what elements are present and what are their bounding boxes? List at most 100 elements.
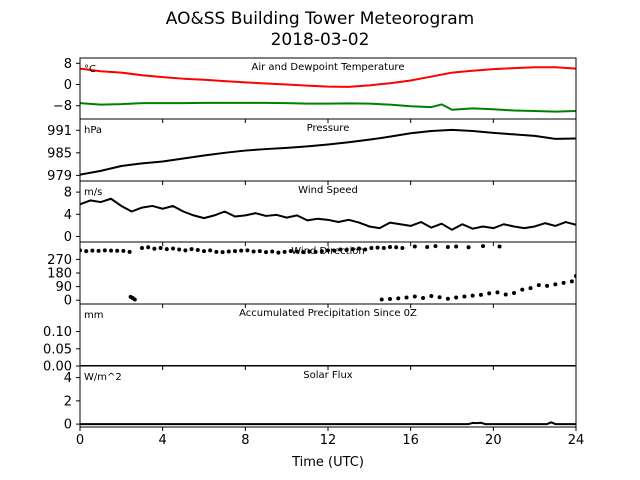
panel-2-unit-label: hPa xyxy=(84,125,102,136)
panel-3-y-tick-label: 0 xyxy=(64,230,72,245)
panel-4-point xyxy=(233,249,237,254)
panel-4-point xyxy=(332,248,337,253)
panel-4-point xyxy=(481,244,485,249)
panel-4-point xyxy=(350,247,355,252)
panel-4-point xyxy=(536,283,541,288)
panel-4-point xyxy=(396,296,401,301)
panel-6-title: Solar Flux xyxy=(303,370,353,381)
panel-4-point xyxy=(183,248,188,253)
panel-1-y-tick-label: −8 xyxy=(53,99,72,114)
panel-4-point xyxy=(115,248,120,253)
panel-4-point xyxy=(121,248,126,253)
panel-6-y-tick-label: 0 xyxy=(64,418,72,433)
panel-4-point xyxy=(214,249,219,254)
panel-4-y-tick-label: 90 xyxy=(55,280,72,295)
x-tick-label: 8 xyxy=(241,433,249,448)
panel-1-unit-label: °C xyxy=(84,64,96,75)
panel-4-point xyxy=(245,248,250,253)
panel-4-point xyxy=(152,246,157,251)
panel-4-point xyxy=(288,249,293,254)
panel-6-series-line xyxy=(80,421,576,426)
panel-4-point xyxy=(454,244,459,249)
panel-4-point xyxy=(454,295,459,300)
panel-4-point xyxy=(487,291,492,296)
panel-6: 0 2 4 W/m^2 Solar Flux xyxy=(64,365,577,433)
panel-4-point xyxy=(503,292,508,297)
panel-4-point xyxy=(257,249,262,254)
panel-4-point xyxy=(512,290,516,295)
panel-4-point xyxy=(369,246,374,251)
panel-4-point xyxy=(109,248,113,253)
panel-4-point xyxy=(445,244,450,249)
panel-1-y-tick-label: 8 xyxy=(64,57,72,72)
x-axis: 0 4 8 12 16 20 24 xyxy=(76,433,584,448)
panel-4-point xyxy=(425,244,430,249)
panel-4-point xyxy=(251,249,256,254)
panel-4-point xyxy=(208,248,213,253)
panel-4-point xyxy=(528,286,533,291)
panels-group: −8 0 8 °C Air and Dewpoint Temperature 979 985… xyxy=(43,57,577,433)
panel-4-point xyxy=(189,247,194,252)
panel-4-point xyxy=(470,293,475,298)
panel-4-point xyxy=(307,249,312,254)
panel-4-point xyxy=(404,295,409,300)
panel-3-y-tick-label: 8 xyxy=(64,186,72,201)
panel-4-point xyxy=(400,246,405,251)
panel-4-point xyxy=(545,283,550,288)
panel-4-point xyxy=(338,247,343,252)
x-tick-label: 0 xyxy=(76,433,84,448)
panel-4-point xyxy=(264,250,268,255)
panel-3-y-tick-label: 4 xyxy=(64,208,72,223)
x-tick-label: 24 xyxy=(568,433,585,448)
panel-4-point xyxy=(282,249,287,254)
panel-3-unit-label: m/s xyxy=(84,187,102,198)
figure-title-line2: 2018-03-02 xyxy=(271,30,370,50)
panel-4-y-tick-label: 0 xyxy=(64,294,72,309)
panel-1-series-line xyxy=(80,66,576,88)
panel-4-point xyxy=(412,294,417,299)
panel-4-point xyxy=(375,245,380,250)
panel-4-point xyxy=(90,248,95,253)
panel-4-point xyxy=(164,247,169,252)
panel-2-series-line xyxy=(80,128,576,176)
x-axis-label: Time (UTC) xyxy=(291,455,364,470)
panel-4-point xyxy=(158,246,163,251)
panel-3-series-line xyxy=(80,197,576,231)
panel-4-point xyxy=(357,246,361,251)
figure-title-line1: AO&SS Building Tower Meteorogram xyxy=(166,9,474,29)
panel-4-point xyxy=(295,249,299,254)
panel-6-y-tick-label: 4 xyxy=(64,371,72,386)
panel-4-point xyxy=(495,290,500,295)
x-tick-label: 16 xyxy=(402,433,419,448)
panel-4-y-tick-label: 270 xyxy=(47,253,72,268)
panel-4-point xyxy=(561,280,566,285)
panel-4-point xyxy=(381,246,386,251)
panel-5-unit-label: mm xyxy=(84,310,103,321)
panel-3-data xyxy=(80,197,576,231)
panel-4-point xyxy=(102,248,107,253)
panel-6-unit-label: W/m^2 xyxy=(84,372,122,383)
panel-4-point xyxy=(379,297,384,302)
panel-5-title: Accumulated Precipitation Since 0Z xyxy=(239,308,417,319)
panel-4-point xyxy=(429,293,434,298)
panel-6-y-tick-label: 2 xyxy=(64,394,72,409)
panel-5-y-tick-label: 0.00 xyxy=(43,360,72,375)
panel-4-point xyxy=(140,246,144,251)
panel-5-y-tick-label: 0.10 xyxy=(43,325,72,340)
panel-6-data xyxy=(80,421,576,426)
panel-4-point xyxy=(171,246,175,251)
panel-4-point xyxy=(319,249,324,254)
panel-4-point xyxy=(388,297,392,302)
panel-4-point xyxy=(313,249,318,254)
panel-1-series-line xyxy=(80,101,576,113)
panel-1-title: Air and Dewpoint Temperature xyxy=(252,62,405,73)
x-tick-label: 12 xyxy=(320,433,337,448)
panel-4-title: Wind Direction xyxy=(291,246,365,257)
panel-4-point xyxy=(569,279,574,284)
panel-1-y-tick-label: 0 xyxy=(64,78,72,93)
panel-4-point xyxy=(394,245,399,250)
panel-1-data xyxy=(80,66,576,113)
panel-4-point xyxy=(326,248,330,253)
